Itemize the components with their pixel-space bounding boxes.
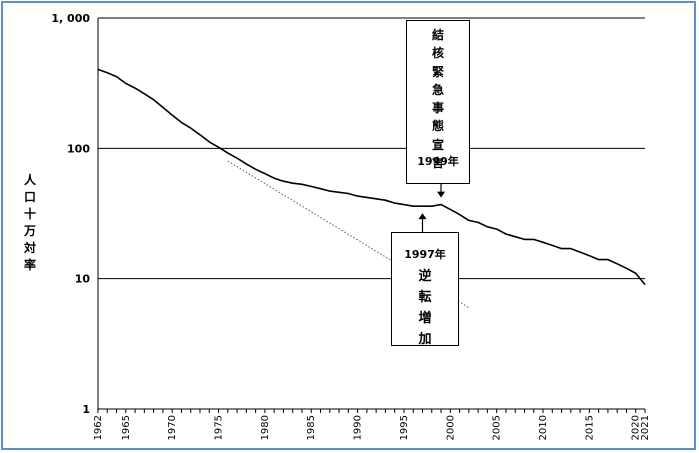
y-axis-label: 人 口 十 万 対 率 <box>23 173 36 272</box>
x-tick-label-1995: 1995 <box>399 415 410 440</box>
x-tick-label-1975: 1975 <box>214 415 225 440</box>
series-line-main <box>97 68 646 286</box>
y-tick-label-1: 1 <box>82 403 90 416</box>
annotation-1999-box: 結 核 緊 急 事 態 宣 言 1999年 <box>406 20 470 184</box>
annotation-1997-text: 逆 転 増 加 <box>418 269 432 347</box>
annotation-1997-arrowhead <box>418 213 427 220</box>
x-tick-label-1990: 1990 <box>353 415 364 440</box>
x-tick-label-1970: 1970 <box>167 415 178 440</box>
x-tick-label-2010: 2010 <box>538 415 549 440</box>
x-tick-label-1980: 1980 <box>260 415 271 440</box>
annotation-1999-year: 1999年 <box>417 155 459 168</box>
x-tick-label-2015: 2015 <box>584 415 595 440</box>
y-tick-label-100: 100 <box>67 142 90 155</box>
x-tick-label-2000: 2000 <box>445 415 456 440</box>
x-tick-label-1985: 1985 <box>306 415 317 440</box>
annotation-1997-year: 1997年 <box>404 248 446 261</box>
annotation-1999-arrowhead <box>437 191 446 198</box>
x-tick-label-2005: 2005 <box>492 415 503 440</box>
x-tick-label-2020: 2020 <box>631 415 642 440</box>
x-tick-label-1962: 1962 <box>93 415 104 440</box>
x-tick-label-1965: 1965 <box>121 415 132 440</box>
y-tick-label-10: 10 <box>75 273 91 286</box>
annotation-1999-text: 結 核 緊 急 事 態 宣 言 <box>431 28 444 171</box>
y-tick-label-1000: 1, 000 <box>51 12 90 25</box>
annotation-1997-box: 1997年 逆 転 増 加 <box>391 232 459 347</box>
x-tick-label-2021: 2021 <box>640 415 651 440</box>
